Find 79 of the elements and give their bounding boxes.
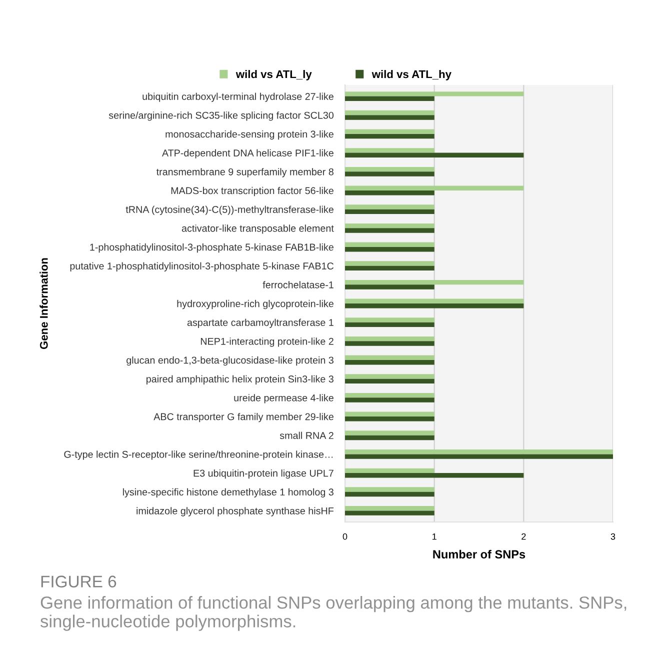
bar	[345, 435, 434, 440]
y-tick-label: small RNA 2	[280, 432, 334, 440]
bar	[345, 298, 524, 304]
bar	[345, 115, 434, 120]
y-axis-title: Gene Information	[40, 258, 48, 350]
bar	[345, 96, 434, 102]
bar	[345, 92, 524, 96]
x-tick-label: 2	[522, 533, 526, 540]
y-tick-label: ferrochelatase-1	[262, 281, 334, 288]
y-tick-label: ABC transporter G family member 29-like	[154, 412, 334, 422]
bar	[345, 506, 434, 511]
bar	[345, 378, 434, 384]
legend-label: wild vs ATL_hy	[372, 70, 452, 80]
bar	[345, 266, 434, 271]
bar	[345, 492, 434, 497]
y-tick-label: NEP1-interacting protein-like 2	[200, 338, 334, 347]
bar	[345, 246, 434, 252]
y-tick-label: lysine-specific histone demethylase 1 homolog 3	[122, 488, 334, 498]
y-tick-label: ubiquitin carboxyl-terminal hydrolase 27-like	[142, 92, 334, 102]
y-tick-label: putative 1-phosphatidylinositol-3-phosphate 5-kinase FAB1C	[70, 262, 334, 272]
y-tick-label: aspartate carbamoyltransferase 1	[187, 318, 334, 328]
bar	[345, 166, 434, 172]
bar	[345, 449, 613, 454]
bar	[345, 468, 434, 474]
y-tick-label: MADS-box transcription factor 56-like	[171, 186, 334, 196]
bar	[345, 152, 524, 158]
y-tick-label: tRNA (cytosine(34)-C(5))-methyltransferase-like	[126, 206, 334, 215]
bar	[345, 360, 434, 365]
y-tick-label: monosaccharide-sensing protein 3-like	[166, 130, 334, 140]
y-tick-label: hydroxyproline-rich glycoprotein-like	[177, 300, 334, 310]
bar	[345, 374, 434, 379]
bar	[345, 336, 434, 342]
y-tick-label: 1-phosphatidylinositol-3-phosphate 5-kinase FAB1B-like	[90, 243, 334, 253]
y-tick-label: ATP-dependent DNA helicase PIF1-like	[162, 149, 334, 158]
bar	[345, 129, 434, 134]
y-tick-label: ureide permease 4-like	[234, 394, 334, 404]
text: Gene information of functional SNPs overlapping among the mutants. SNPs, single-nucleotide polymorphisms.	[40, 596, 626, 631]
bar	[345, 392, 434, 398]
y-tick-label: E3 ubiquitin-protein ligase UPL7	[194, 469, 334, 479]
bar	[345, 190, 434, 196]
bar	[345, 341, 434, 346]
bar	[345, 416, 434, 422]
legend-label: wild vs ATL_ly	[236, 70, 312, 80]
bar	[345, 242, 434, 247]
bar	[345, 487, 434, 492]
bar	[345, 454, 613, 459]
bar	[345, 280, 524, 285]
y-tick-label: paired amphipathic helix protein Sin3-like 3	[146, 375, 334, 384]
x-axis-title: Number of SNPs	[433, 550, 526, 559]
bar	[345, 228, 434, 233]
y-tick-label: transmembrane 9 superfamily member 8	[156, 168, 334, 178]
bar	[345, 209, 434, 214]
caption: FIGURE 6	[41, 576, 116, 588]
x-tick-label: 3	[610, 533, 616, 540]
bar	[345, 204, 434, 210]
bar	[345, 355, 434, 360]
bar	[345, 304, 524, 308]
bar	[345, 186, 524, 190]
bar	[345, 261, 434, 266]
bar	[345, 172, 434, 176]
bar	[345, 284, 434, 290]
bar	[345, 412, 434, 417]
bar	[345, 473, 524, 478]
bar	[345, 318, 434, 322]
bar	[345, 134, 434, 139]
x-tick-label: 1	[432, 533, 436, 540]
bar	[345, 223, 434, 228]
bar	[345, 510, 434, 516]
bar	[345, 322, 434, 328]
bar	[345, 398, 434, 402]
y-tick-label: G-type lectin S-receptor-like serine/threonine-protein kinase…	[64, 450, 333, 460]
y-tick-label: imidazole glycerol phosphate synthase hisHF	[136, 507, 334, 516]
y-tick-label: serine/arginine-rich SC35-like splicing factor SCL30	[108, 112, 334, 121]
bar	[345, 110, 434, 116]
bar	[345, 430, 434, 436]
y-tick-label: glucan endo-1,3-beta-glucosidase-like protein 3	[126, 356, 334, 366]
y-tick-label: activator-like transposable element	[182, 224, 334, 234]
bar	[345, 148, 434, 153]
x-tick-label: 0	[342, 533, 348, 540]
